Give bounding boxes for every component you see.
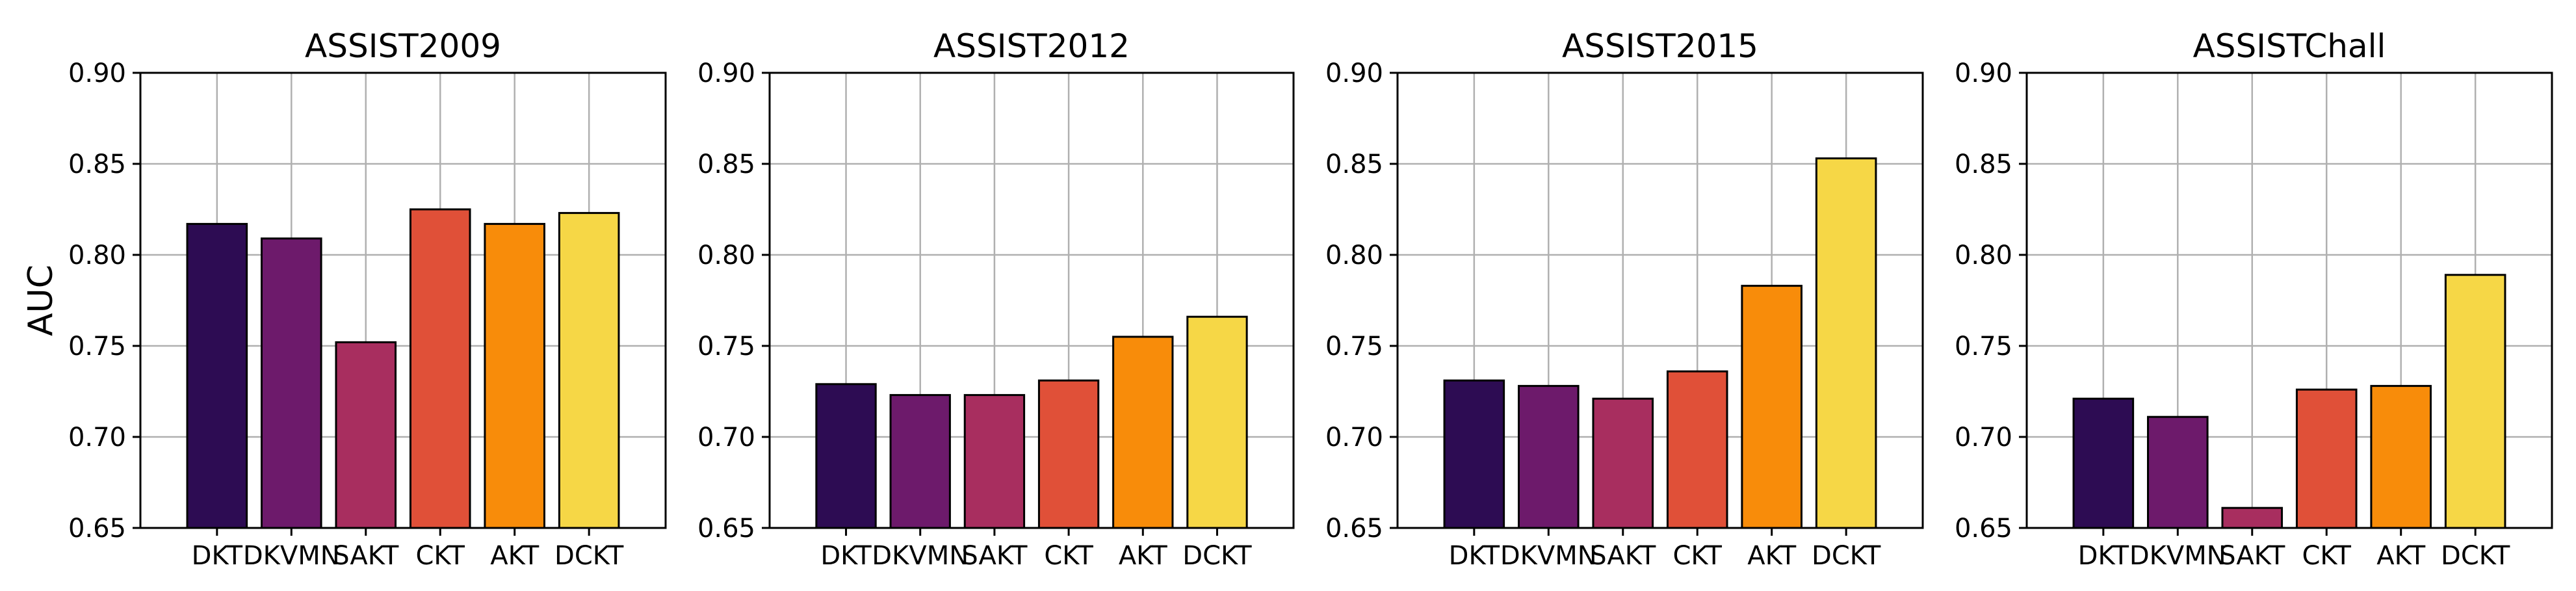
- bar-dkt: [815, 383, 877, 529]
- x-tick-label: DKT: [192, 541, 243, 571]
- bar-dkt: [186, 222, 248, 529]
- x-tick-label: CKT: [1044, 541, 1093, 571]
- y-tick-label: 0.65: [697, 514, 755, 544]
- y-tick-label: 0.80: [1955, 241, 2012, 270]
- bar-dkt: [2072, 397, 2135, 529]
- x-tick-label: SAKT: [1590, 541, 1656, 571]
- x-tick-label: SAKT: [961, 541, 1028, 571]
- y-tick-label: 0.70: [1955, 423, 2012, 453]
- y-tick-label: 0.75: [68, 332, 126, 361]
- y-tick-label: 0.65: [68, 514, 126, 544]
- bar-dckt: [558, 212, 620, 529]
- bar-dkvmn: [2147, 415, 2209, 529]
- x-tick-label: DKVMN: [872, 541, 969, 571]
- bar-dkvmn: [889, 394, 951, 529]
- x-tick-label: SAKT: [333, 541, 399, 571]
- x-tick-label: DKT: [820, 541, 872, 571]
- bar-akt: [484, 222, 545, 529]
- bar-sakt: [1592, 397, 1654, 529]
- bar-dkt: [1443, 379, 1505, 529]
- x-tick-label: DCKT: [2441, 541, 2510, 571]
- y-tick-label: 0.65: [1955, 514, 2012, 544]
- y-tick-label: 0.90: [1325, 59, 1383, 88]
- bar-dkvmn: [261, 237, 322, 529]
- x-tick-label: DKVMN: [2129, 541, 2226, 571]
- chart-title: ASSISTChall: [2193, 27, 2386, 65]
- x-tick-label: AKT: [490, 541, 539, 571]
- bar-dkvmn: [1518, 385, 1580, 529]
- chart-title: ASSIST2012: [933, 27, 1130, 65]
- bar-akt: [2370, 385, 2432, 529]
- x-tick-label: DCKT: [1812, 541, 1881, 571]
- x-tick-label: AKT: [1747, 541, 1796, 571]
- plot-frame: [1396, 72, 1924, 529]
- y-axis-label: AUC: [21, 265, 60, 336]
- x-tick-label: DCKT: [554, 541, 624, 571]
- bar-sakt: [2221, 506, 2283, 529]
- y-tick-label: 0.90: [697, 59, 755, 88]
- y-tick-label: 0.90: [1955, 59, 2012, 88]
- y-tick-label: 0.75: [697, 332, 755, 361]
- bar-sakt: [335, 341, 397, 529]
- bar-ckt: [1666, 370, 1728, 529]
- plot-frame: [768, 72, 1295, 529]
- x-tick-label: AKT: [2376, 541, 2425, 571]
- x-tick-label: DKVMN: [243, 541, 340, 571]
- x-tick-label: DKVMN: [1500, 541, 1597, 571]
- plot-frame: [2025, 72, 2553, 529]
- y-tick-label: 0.65: [1325, 514, 1383, 544]
- y-tick-label: 0.85: [68, 150, 126, 179]
- chart-title: ASSIST2015: [1562, 27, 1758, 65]
- plot-frame: [139, 72, 667, 529]
- y-tick-label: 0.80: [68, 241, 126, 270]
- x-tick-label: DKT: [1449, 541, 1500, 571]
- x-tick-label: CKT: [2302, 541, 2351, 571]
- x-tick-label: AKT: [1119, 541, 1167, 571]
- y-tick-label: 0.75: [1325, 332, 1383, 361]
- y-tick-label: 0.85: [1955, 150, 2012, 179]
- x-tick-label: DKT: [2078, 541, 2129, 571]
- y-tick-label: 0.75: [1955, 332, 2012, 361]
- bar-dckt: [1815, 157, 1877, 529]
- y-tick-label: 0.85: [1325, 150, 1383, 179]
- x-tick-label: CKT: [1672, 541, 1722, 571]
- y-tick-label: 0.85: [697, 150, 755, 179]
- bar-sakt: [963, 394, 1026, 529]
- y-tick-label: 0.70: [68, 423, 126, 453]
- y-tick-label: 0.90: [68, 59, 126, 88]
- bar-ckt: [2295, 388, 2358, 529]
- bar-akt: [1741, 285, 1802, 529]
- x-tick-label: DCKT: [1182, 541, 1252, 571]
- bar-dckt: [2444, 274, 2506, 529]
- y-tick-label: 0.80: [1325, 241, 1383, 270]
- x-tick-label: SAKT: [2219, 541, 2285, 571]
- bar-akt: [1112, 335, 1174, 529]
- y-tick-label: 0.70: [697, 423, 755, 453]
- bar-ckt: [409, 208, 471, 529]
- x-tick-label: CKT: [415, 541, 465, 571]
- bar-ckt: [1037, 379, 1100, 529]
- bar-dckt: [1186, 315, 1248, 529]
- y-tick-label: 0.70: [1325, 423, 1383, 453]
- y-tick-label: 0.80: [697, 241, 755, 270]
- chart-title: ASSIST2009: [305, 27, 501, 65]
